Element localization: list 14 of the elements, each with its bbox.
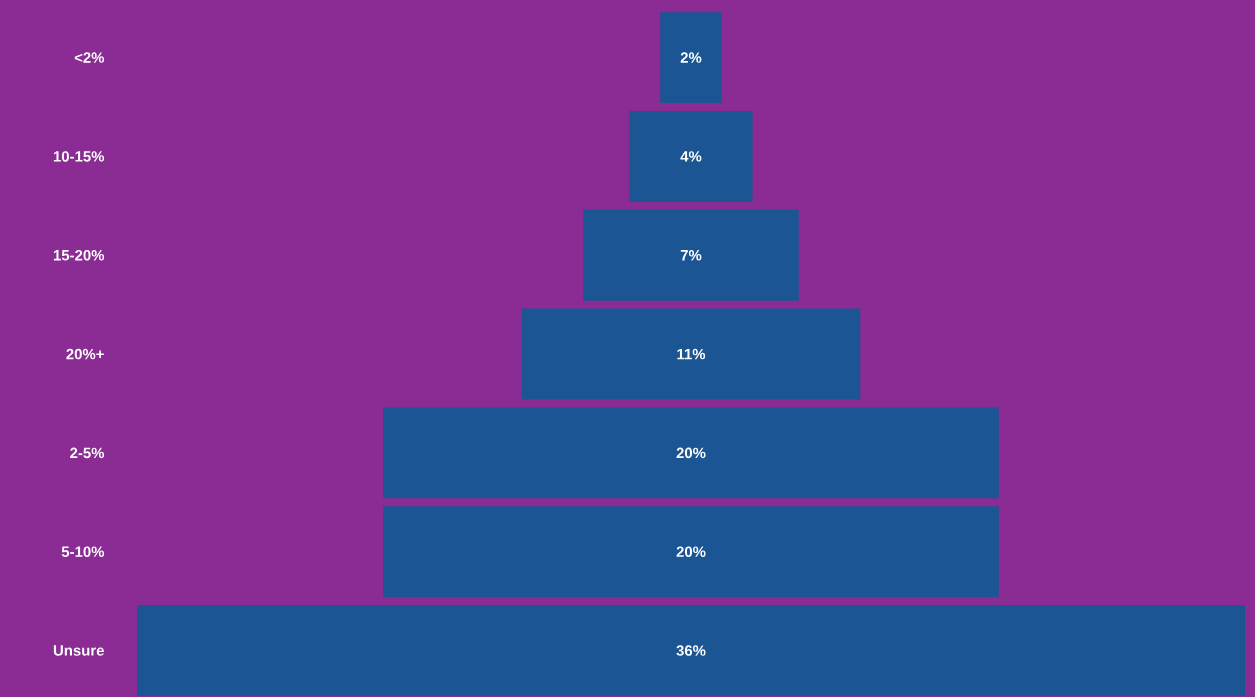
category-label: 5-10% [61,546,105,558]
category-label: Unsure [53,645,104,656]
category-label: 15-20% [53,249,105,261]
data-label: 7% [680,250,702,261]
data-label: 2% [680,52,702,63]
category-label: 10-15% [53,151,105,162]
data-label: 36% [676,645,706,656]
category-label: 20%+ [66,348,104,360]
data-label: 4% [680,151,702,162]
category-label: <2% [74,52,105,63]
category-label: 2-5% [70,447,105,459]
data-label: 11% [677,348,706,360]
data-label: 20% [676,546,706,558]
data-label: 20% [676,447,706,459]
